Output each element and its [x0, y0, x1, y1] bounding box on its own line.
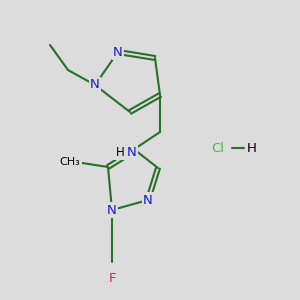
Text: N: N — [127, 146, 137, 158]
Text: N: N — [113, 46, 123, 59]
Text: CH₃: CH₃ — [60, 157, 80, 167]
Text: N: N — [107, 203, 117, 217]
Text: F: F — [108, 272, 116, 284]
Text: H: H — [116, 146, 124, 158]
Text: N: N — [90, 79, 100, 92]
Text: Cl: Cl — [212, 142, 224, 154]
Text: N: N — [143, 194, 153, 206]
Text: H: H — [247, 142, 257, 154]
